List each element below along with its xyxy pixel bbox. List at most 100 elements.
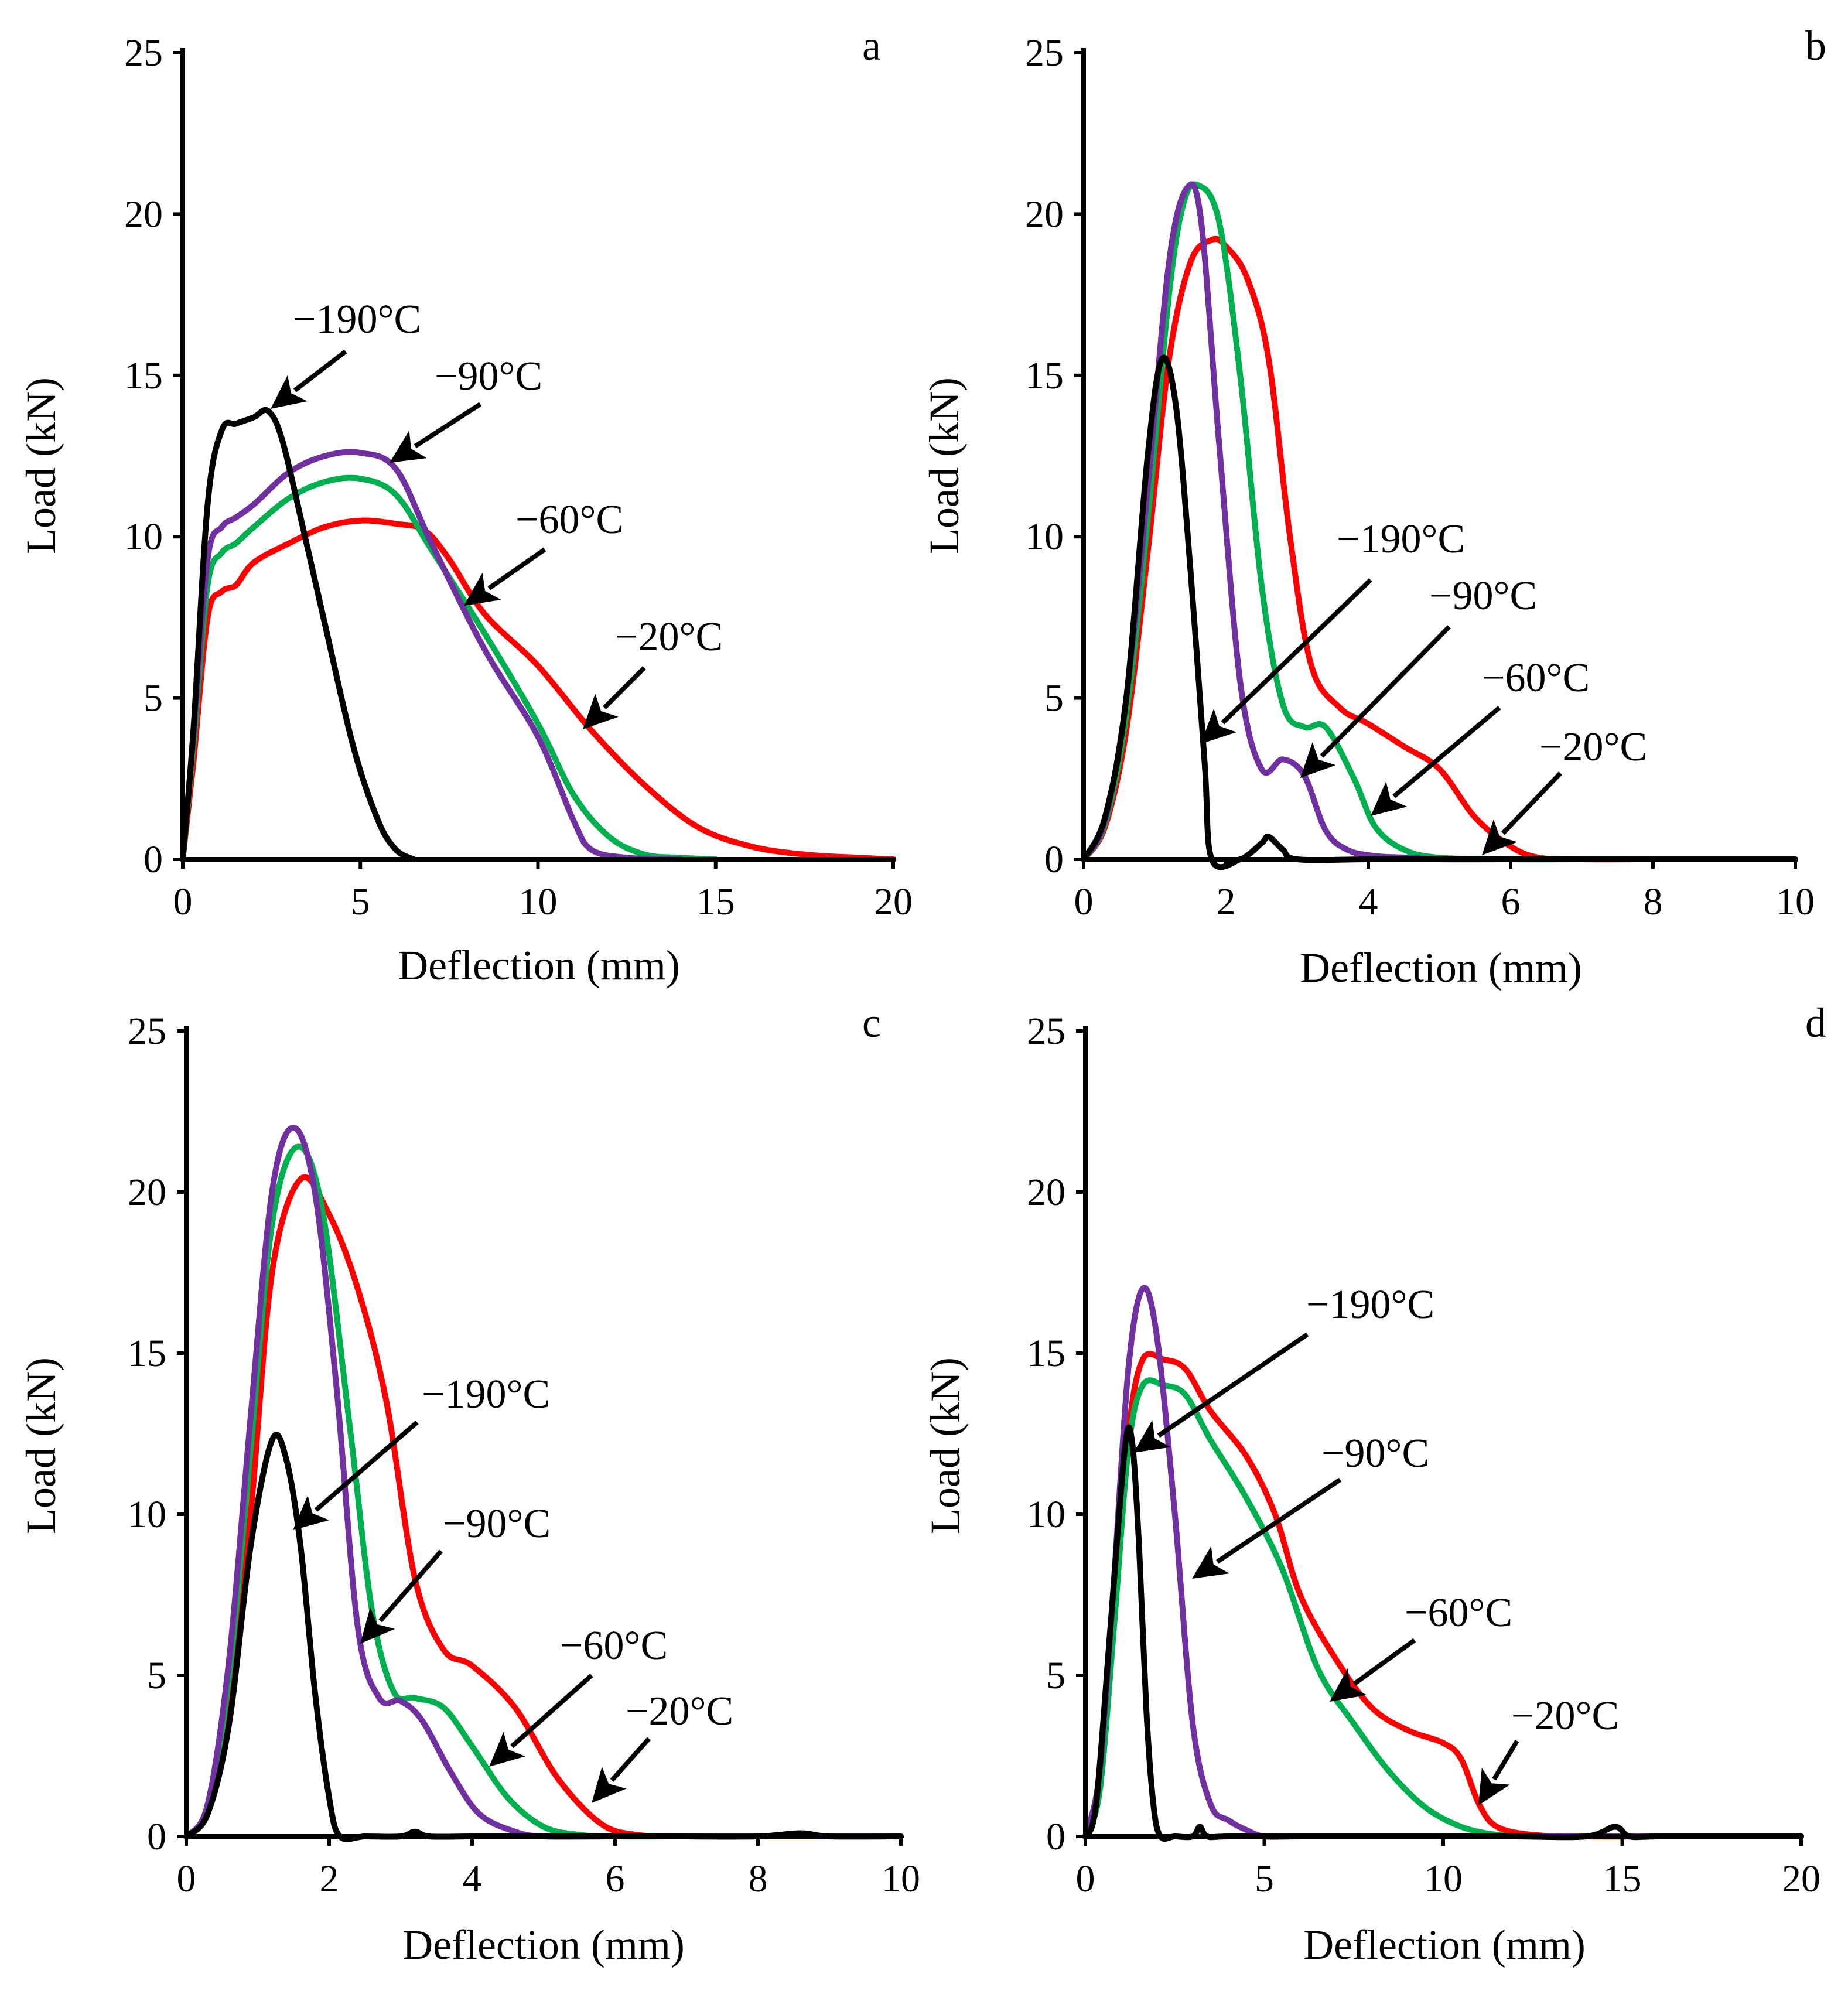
- y-tick-label: 5: [1046, 1654, 1065, 1697]
- arrow-shaft: [1392, 705, 1501, 798]
- y-tick-label: 25: [1025, 32, 1064, 74]
- annotation-minus20c: −20°C: [1511, 1693, 1619, 1739]
- arrow-head: [271, 375, 308, 409]
- x-tick-label: 5: [1255, 1858, 1274, 1900]
- x-tick-label: 2: [320, 1858, 339, 1900]
- annotation-minus20c: −20°C: [626, 1689, 733, 1734]
- annotation-minus190c: −190°C: [1337, 517, 1465, 562]
- annotation-minus190c: −190°C: [293, 297, 421, 342]
- y-tick-label: 5: [147, 1654, 166, 1697]
- x-tick-label: 10: [1424, 1858, 1463, 1900]
- arrow-head: [1478, 1767, 1510, 1805]
- arrow-head: [1300, 742, 1336, 778]
- x-tick-label: 10: [882, 1858, 920, 1900]
- panel-d: 0 5 10 15 20 25 0 5 10 15 20 d Deflection (mm) Loa…: [922, 999, 1826, 1968]
- panel-a: 0 5 10 15 20 25 0 5 10 15 20 a Deflection (mm) Loa…: [18, 22, 913, 989]
- axes-layer: 0 5 10 15 20 25 0 2 4 6 8 10: [1025, 32, 1815, 923]
- axes-layer: 0 5 10 15 20 25 0 5 10 15 20: [124, 32, 913, 923]
- arrow-head: [360, 1607, 395, 1644]
- arrows-layer: [1201, 578, 1562, 855]
- x-tick-label: 15: [696, 880, 735, 923]
- arrow-20C: [1478, 1739, 1519, 1805]
- series-line-90C: [1082, 1285, 1804, 1840]
- annotation-minus90c: −90°C: [435, 354, 542, 399]
- arrow-20C: [592, 1737, 651, 1803]
- arrow-head: [293, 1495, 330, 1530]
- series-line-190C: [180, 407, 417, 862]
- arrow-head: [1201, 708, 1237, 744]
- series-line-190C: [1082, 1424, 1804, 1842]
- x-axis-title: Deflection (mm): [402, 1921, 685, 1968]
- y-tick-label: 25: [1027, 1010, 1065, 1053]
- y-tick-label: 15: [128, 1332, 166, 1375]
- arrow-shaft: [1352, 1638, 1416, 1686]
- series-line-60C: [180, 474, 719, 862]
- x-tick-label: 0: [1076, 1858, 1095, 1900]
- arrow-shaft: [378, 1549, 443, 1623]
- x-axis-title: Deflection (mm): [1303, 1921, 1586, 1968]
- arrow-190C: [1133, 1332, 1309, 1453]
- y-tick-label: 0: [147, 1815, 166, 1858]
- arrow-shaft: [1157, 1332, 1309, 1438]
- y-tick-label: 10: [124, 515, 163, 558]
- annotation-minus20c: −20°C: [1539, 725, 1647, 770]
- panel-b: 0 5 10 15 20 25 0 2 4 6 8 10 b Deflection (mm) Load…: [921, 22, 1826, 991]
- annotation-minus60c: −60°C: [515, 497, 623, 542]
- x-axis-title: Deflection (mm): [398, 942, 680, 989]
- panel-letter: a: [862, 22, 881, 69]
- annotation-minus190c: −190°C: [1306, 1282, 1434, 1327]
- arrow-20C: [583, 666, 646, 729]
- x-tick-label: 15: [1603, 1858, 1642, 1900]
- axes-layer: 0 5 10 15 20 25 0 5 10 15 20: [1027, 1010, 1820, 1900]
- arrow-shaft: [414, 402, 482, 449]
- annotation-minus60c: −60°C: [1405, 1590, 1512, 1636]
- arrow-head: [489, 1732, 525, 1767]
- y-tick-label: 5: [144, 677, 163, 720]
- x-tick-label: 6: [1501, 880, 1521, 923]
- y-tick-label: 15: [1027, 1332, 1065, 1375]
- series-line-20C: [180, 517, 896, 862]
- arrow-shaft: [293, 349, 347, 392]
- arrow-head: [390, 431, 427, 463]
- y-tick-label: 25: [124, 32, 163, 74]
- y-tick-label: 0: [144, 838, 163, 881]
- y-axis-title: Load (kN): [18, 377, 64, 554]
- arrow-shaft: [487, 547, 546, 590]
- series-layer: [1082, 1285, 1804, 1842]
- arrow-head: [592, 1767, 627, 1803]
- y-tick-label: 5: [1044, 677, 1064, 720]
- x-tick-label: 5: [351, 880, 370, 923]
- arrows-layer: [1133, 1332, 1519, 1805]
- x-tick-label: 0: [173, 880, 193, 923]
- arrows-layer: [293, 1420, 651, 1803]
- x-tick-label: 20: [1782, 1858, 1820, 1900]
- y-tick-label: 20: [1027, 1171, 1065, 1214]
- annotation-minus90c: −90°C: [1321, 1431, 1429, 1476]
- series-layer: [183, 1125, 904, 1842]
- series-line-90C: [180, 449, 684, 862]
- panel-letter: d: [1805, 999, 1826, 1046]
- x-tick-label: 0: [1074, 880, 1094, 923]
- x-tick-label: 0: [177, 1858, 196, 1900]
- y-axis-title: Load (kN): [18, 1357, 64, 1534]
- x-tick-label: 10: [1776, 880, 1815, 923]
- arrow-head: [1482, 819, 1518, 855]
- arrow-60C: [464, 547, 546, 606]
- arrow-shaft: [1221, 578, 1372, 725]
- arrow-190C: [271, 349, 347, 409]
- x-axis-title: Deflection (mm): [1300, 944, 1582, 991]
- arrow-90C: [1300, 625, 1451, 778]
- annotation-minus90c: −90°C: [443, 1501, 551, 1546]
- y-tick-label: 20: [128, 1171, 166, 1214]
- x-tick-label: 10: [519, 880, 558, 923]
- arrow-90C: [390, 402, 482, 463]
- arrow-60C: [1330, 1638, 1416, 1702]
- arrow-head: [583, 694, 619, 729]
- arrow-190C: [293, 1420, 419, 1530]
- y-axis-title: Load (kN): [921, 377, 968, 554]
- annotation-minus90c: −90°C: [1429, 573, 1537, 619]
- y-tick-label: 10: [1027, 1493, 1065, 1536]
- arrow-shaft: [314, 1420, 419, 1512]
- x-tick-label: 8: [1644, 880, 1663, 923]
- arrow-head: [1133, 1420, 1171, 1453]
